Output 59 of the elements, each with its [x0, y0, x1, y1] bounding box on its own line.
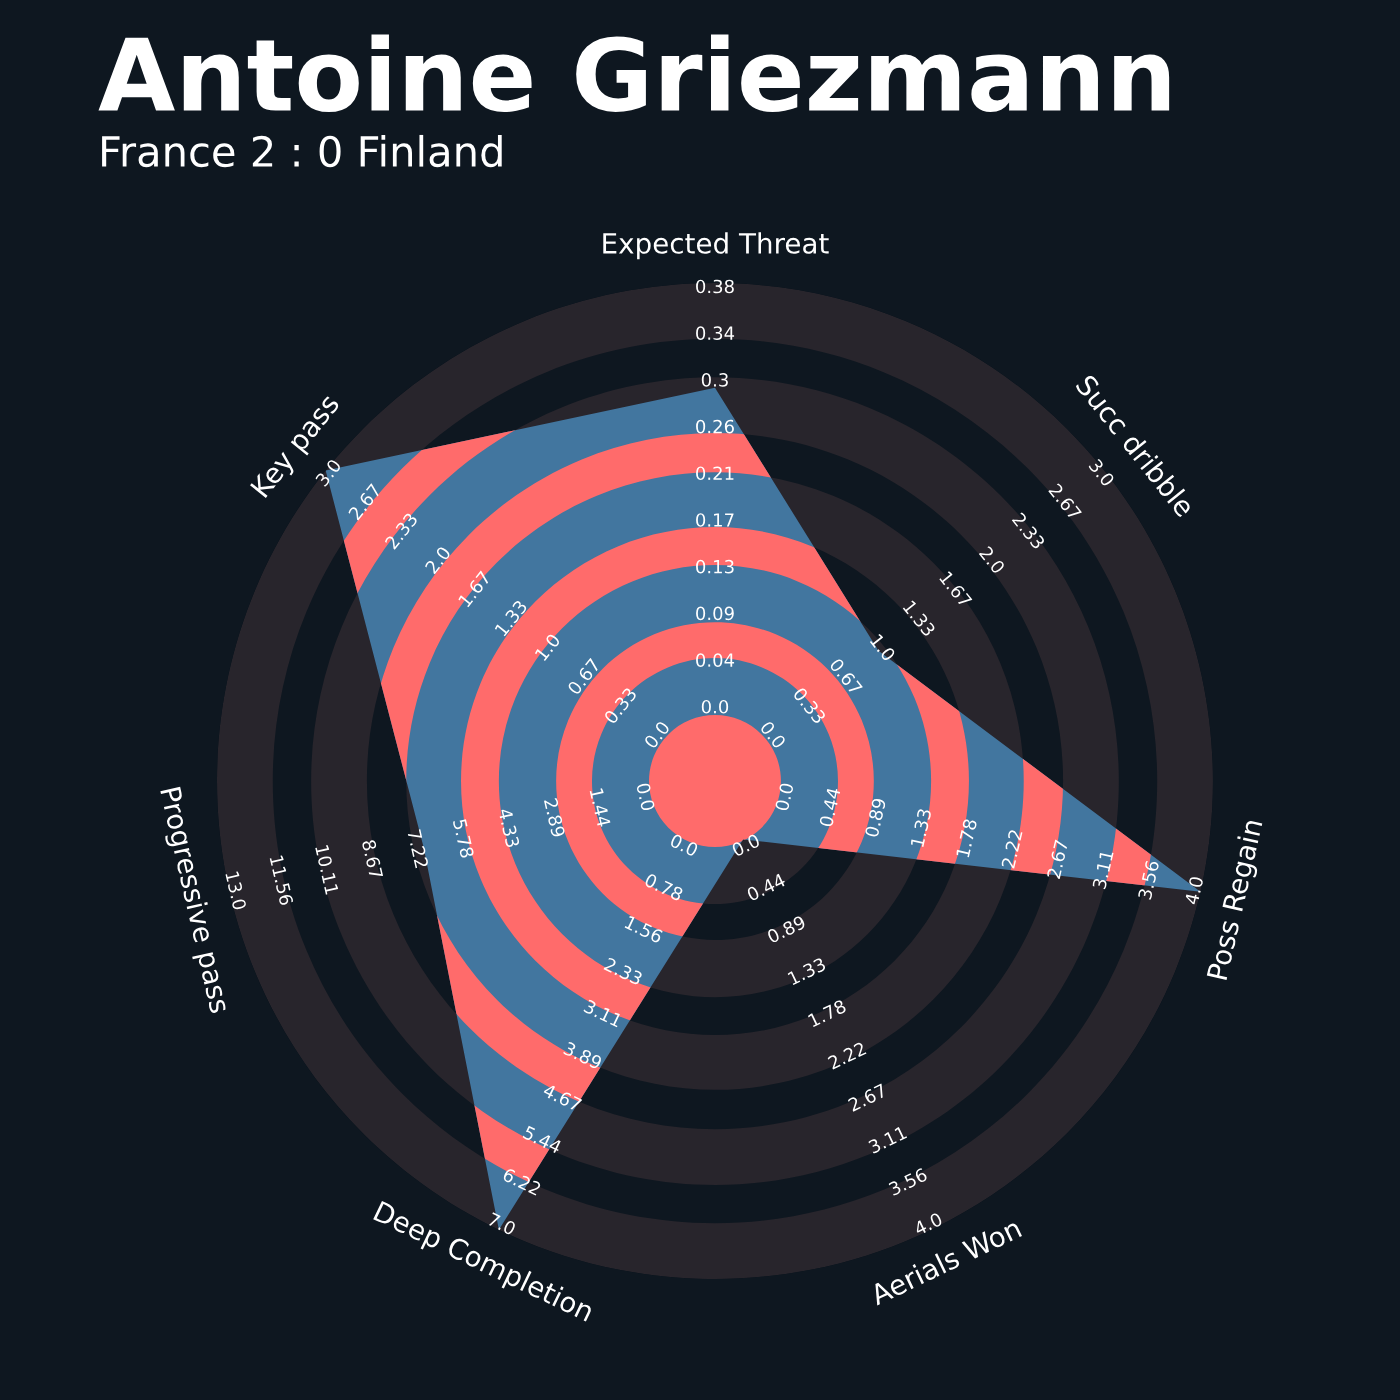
text: 4.0	[1184, 876, 1204, 906]
text: 1.78	[955, 818, 978, 858]
text: 1.44	[589, 788, 611, 828]
text: 3.56	[1137, 860, 1160, 900]
text: 11.56	[269, 855, 294, 906]
text: 0.17	[696, 513, 734, 527]
text: 0.44	[818, 787, 841, 828]
text: 0.26	[696, 419, 734, 434]
text: 0.0	[774, 782, 794, 812]
text: 2.0	[978, 545, 1006, 575]
text: 4.67	[542, 1083, 583, 1112]
text: 2.0	[424, 545, 452, 575]
text: 6.22	[502, 1167, 542, 1196]
spoke-label: Expected Threat	[603, 232, 829, 260]
text: 10.11	[314, 844, 339, 895]
text: 4.33	[498, 807, 520, 848]
text: 5.78	[452, 818, 475, 859]
text: 1.0	[869, 633, 897, 662]
text: 0.3	[701, 373, 728, 387]
text: 5.44	[522, 1125, 563, 1155]
text: 3.11	[1092, 850, 1114, 890]
text: 0.0	[701, 699, 729, 714]
text: 1.78	[807, 999, 847, 1028]
text: 0.89	[766, 914, 807, 944]
text: 0.0	[669, 833, 699, 857]
text: 0.38	[696, 279, 734, 294]
text: 7.0	[487, 1212, 517, 1236]
text: 3.11	[867, 1125, 908, 1154]
text: 0.34	[696, 326, 735, 340]
text: 2.67	[1046, 839, 1069, 880]
text: 1.33	[910, 808, 932, 848]
chart-title: Antoine Griezmann	[98, 34, 1170, 113]
text: 3.0	[1088, 458, 1116, 488]
spoke-label: Poss Regain	[1205, 818, 1268, 982]
text: 0.0	[731, 833, 761, 857]
text: 1.0	[534, 632, 561, 662]
text: 8.67	[361, 839, 384, 879]
text: 3.0	[314, 458, 342, 488]
text: 3.56	[888, 1167, 928, 1197]
text: 2.67	[847, 1083, 888, 1112]
text: 0.09	[696, 606, 734, 621]
text: 0.89	[864, 797, 887, 838]
text: 2.22	[827, 1041, 867, 1070]
text: 1.56	[624, 915, 664, 944]
text: 2.22	[1001, 829, 1023, 869]
text: 3.89	[562, 1041, 603, 1070]
text: 4.0	[913, 1211, 944, 1236]
text: 0.78	[643, 872, 684, 902]
text: 0.0	[643, 720, 671, 750]
text: 0.0	[636, 782, 656, 812]
text: 1.33	[787, 957, 827, 986]
text: 7.22	[407, 829, 429, 869]
text: 0.0	[759, 720, 787, 750]
text: 13.0	[225, 871, 247, 911]
text: 2.89	[543, 797, 566, 838]
text: 0.44	[746, 872, 787, 902]
text: 3.11	[583, 999, 623, 1028]
chart-subtitle: France 2 : 0 Finland	[102, 134, 502, 168]
text: 2.33	[603, 957, 644, 986]
